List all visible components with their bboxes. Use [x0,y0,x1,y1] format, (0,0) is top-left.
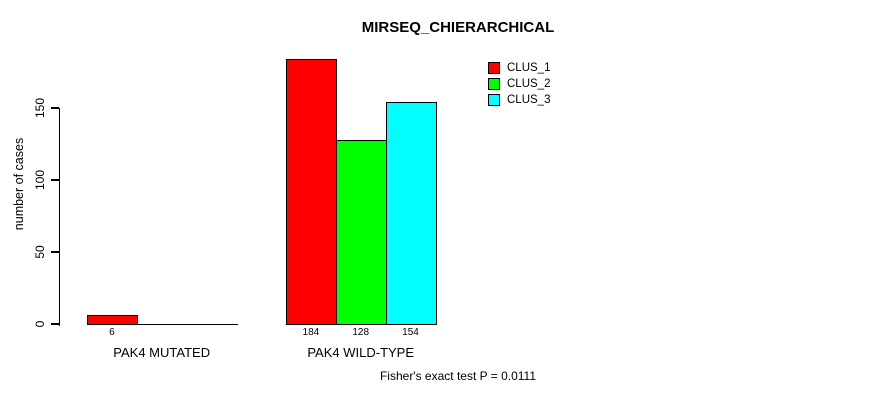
y-axis-tick-label: 50 [33,245,47,259]
y-axis-tick [50,179,59,181]
y-axis-tick [50,251,59,253]
stat-annotation: Fisher's exact test P = 0.0111 [379,369,537,383]
legend-item-clus-2: CLUS_2 [488,78,550,90]
bar-value-label-clus-3-pak4-wild-type: 154 [402,327,419,338]
legend-swatch-clus-1 [488,62,500,74]
legend-item-clus-3: CLUS_3 [488,94,550,106]
bar-zero-clus-2-pak4-mutated [136,323,189,325]
y-axis-tick-label: 150 [33,97,47,119]
legend-label-clus-1: CLUS_1 [507,61,551,74]
y-axis-tick-label: 100 [33,169,47,191]
legend-label-clus-2: CLUS_2 [507,77,551,90]
bar-clus-1-pak4-mutated [87,315,139,326]
legend-label-clus-3: CLUS_3 [507,93,551,106]
bar-value-label-clus-1-pak4-mutated: 6 [109,327,115,338]
bar-clus-3-pak4-wild-type [385,102,437,326]
category-label-pak4-wild-type: PAK4 WILD-TYPE [307,345,415,360]
y-axis-line [58,108,60,326]
bar-clus-1-pak4-wild-type [286,59,338,326]
legend-item-clus-1: CLUS_1 [488,62,550,74]
category-label-pak4-mutated: PAK4 MUTATED [113,345,211,360]
bar-clus-2-pak4-wild-type [335,139,388,326]
chart-title: MIRSEQ_CHIERARCHICAL [361,19,555,36]
bar-value-label-clus-2-pak4-wild-type: 128 [352,327,370,338]
legend: CLUS_1 CLUS_2 CLUS_3 [488,62,550,110]
y-axis-tick [50,323,59,325]
bar-value-label-clus-1-pak4-wild-type: 184 [302,327,320,338]
y-axis-tick-label: 0 [33,320,47,328]
bar-zero-clus-3-pak4-mutated [186,323,238,325]
y-axis-tick [50,107,59,109]
legend-swatch-clus-2 [488,78,500,90]
legend-swatch-clus-3 [488,94,500,106]
